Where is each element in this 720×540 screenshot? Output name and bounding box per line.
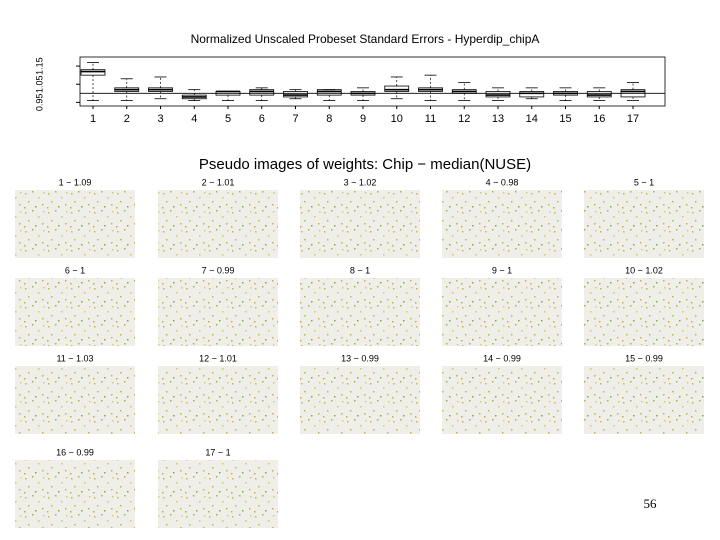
x-tick-label: 4 [191, 113, 197, 125]
box [249, 89, 275, 96]
pseudo-image [158, 460, 278, 528]
panel-label: 10 − 1.02 [625, 265, 663, 275]
panel-label: 6 − 1 [65, 265, 85, 275]
chart-title: Normalized Unscaled Probeset Standard Er… [191, 32, 540, 46]
pseudo-image [442, 366, 562, 434]
x-tick-label: 10 [391, 113, 403, 125]
box [283, 91, 308, 98]
panel-label: 12 − 1.01 [199, 353, 237, 363]
x-tick-label: 3 [157, 113, 163, 125]
x-tick-label: 13 [492, 113, 504, 125]
pseudo-image [584, 190, 704, 258]
pseudo-image [15, 190, 135, 258]
panel-label: 15 − 0.99 [625, 353, 663, 363]
x-tick-label: 14 [526, 113, 538, 125]
pseudo-image [15, 366, 135, 434]
x-tick-label: 11 [425, 113, 436, 125]
pseudo-image [158, 278, 278, 346]
panel-label: 17 − 1 [205, 447, 230, 457]
x-tick-label: 12 [458, 113, 470, 125]
panel-label: 7 − 0.99 [202, 265, 235, 275]
plot-frame [79, 56, 666, 107]
x-tick-label: 6 [259, 113, 265, 125]
pseudo-image [300, 278, 420, 346]
y-tick-label: 1.05 [34, 75, 44, 93]
panel-label: 8 − 1 [350, 265, 370, 275]
y-tick-label: 0.95 [34, 94, 44, 112]
x-tick-label: 17 [627, 113, 639, 125]
pseudo-image [300, 190, 420, 258]
panel-label: 2 − 1.01 [202, 177, 235, 187]
x-tick-label: 9 [360, 113, 366, 125]
y-tick-label: 1.15 [34, 57, 44, 75]
x-tick-label: 15 [559, 113, 571, 125]
pseudo-image [584, 366, 704, 434]
panel-label: 11 − 1.03 [56, 353, 93, 363]
panel-label: 5 − 1 [634, 177, 654, 187]
panel-label: 3 − 1.02 [344, 177, 377, 187]
box [316, 89, 342, 96]
panel-label: 13 − 0.99 [341, 353, 379, 363]
panel-label: 9 − 1 [492, 265, 512, 275]
x-tick-label: 1 [90, 113, 96, 125]
pseudo-image [442, 190, 562, 258]
pseudo-image [158, 366, 278, 434]
page-number: 56 [644, 496, 658, 511]
pseudo-image [15, 460, 135, 528]
x-tick-label: 5 [225, 113, 231, 125]
x-tick-label: 2 [124, 113, 130, 125]
pseudo-image [158, 190, 278, 258]
box [620, 89, 646, 98]
images-title: Pseudo images of weights: Chip − median(… [199, 156, 531, 173]
x-tick-label: 8 [326, 113, 332, 125]
pseudo-image [300, 366, 420, 434]
box [519, 91, 545, 98]
panel-label: 1 − 1.09 [59, 177, 92, 187]
x-tick-label: 7 [292, 113, 298, 125]
box [586, 91, 612, 98]
panel-label: 4 − 0.98 [486, 177, 519, 187]
panel-label: 16 − 0.99 [56, 447, 94, 457]
box [80, 69, 106, 76]
pseudo-image [442, 278, 562, 346]
box [485, 91, 511, 98]
pseudo-image [15, 278, 135, 346]
box [384, 85, 410, 92]
panel-label: 14 − 0.99 [483, 353, 521, 363]
x-tick-label: 16 [593, 113, 605, 125]
pseudo-image [584, 278, 704, 346]
